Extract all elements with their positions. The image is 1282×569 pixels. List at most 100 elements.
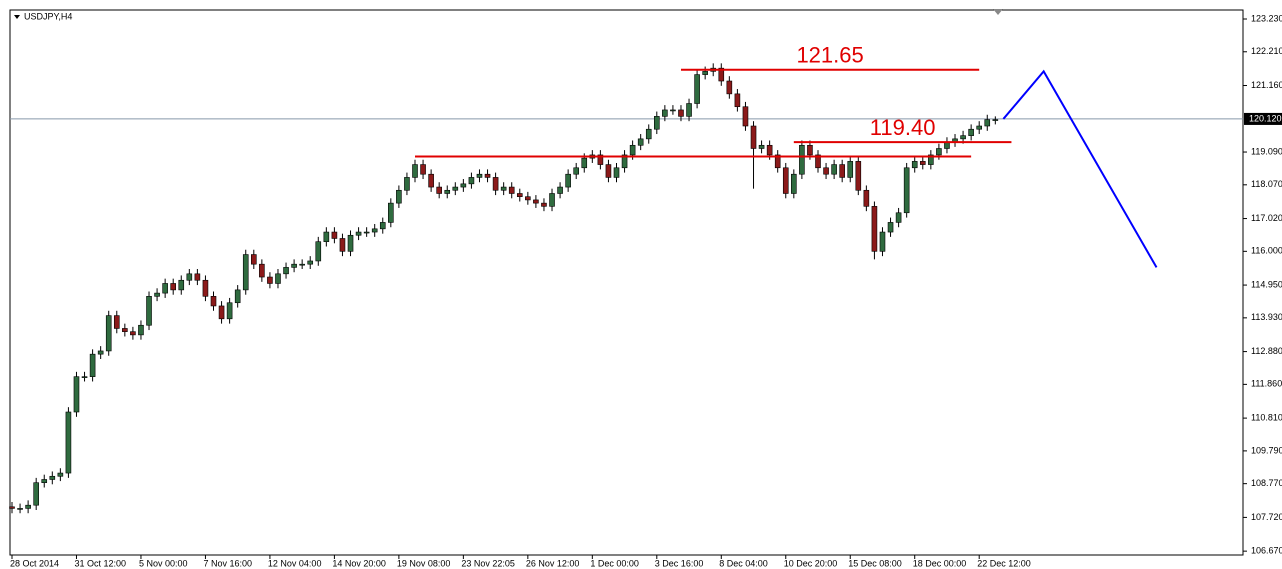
candle-body (992, 119, 999, 121)
candle-body (428, 173, 434, 188)
candle-body (750, 125, 757, 149)
candle-body (73, 376, 80, 413)
candle-body (565, 173, 571, 188)
candle-body (653, 116, 660, 130)
y-tick-label: 116.000 (1251, 246, 1282, 256)
candle-body (186, 273, 193, 281)
candle-body (122, 328, 128, 332)
candle-body (210, 296, 217, 307)
y-tick-label: 111.860 (1251, 379, 1282, 389)
candle-body (339, 238, 346, 252)
candle-body (815, 154, 821, 169)
candle-body (307, 260, 314, 265)
y-tick-label: 106.670 (1251, 546, 1282, 556)
candle-body (581, 157, 588, 169)
candle-body (371, 228, 378, 233)
candle-body (718, 67, 725, 82)
candle-body (807, 144, 813, 156)
y-tick-label: 122.210 (1251, 46, 1282, 56)
candle-body (791, 173, 797, 194)
candle-body (831, 164, 837, 175)
x-tick-label: 8 Dec 04:00 (719, 558, 768, 568)
x-tick-label: 12 Nov 04:00 (268, 558, 322, 568)
candle-body (25, 504, 31, 509)
y-tick-label: 108.770 (1251, 478, 1282, 488)
x-tick-label: 1 Dec 00:00 (590, 558, 639, 568)
candle-body (97, 350, 104, 355)
y-tick-label: 121.160 (1251, 80, 1282, 90)
candle-body (734, 93, 741, 108)
x-tick-label: 23 Nov 22:05 (461, 558, 515, 568)
candle-body (259, 263, 265, 278)
candle-body (275, 273, 281, 284)
candle-body (774, 154, 781, 169)
candle-body (242, 254, 249, 291)
x-tick-label: 7 Nov 16:00 (203, 558, 252, 568)
candle-body (766, 144, 773, 156)
candle-body (839, 164, 845, 178)
candle-body (605, 164, 612, 178)
candle-body (758, 144, 765, 149)
candle-body (202, 279, 209, 297)
candle-body (895, 212, 902, 223)
candle-body (452, 186, 459, 191)
candle-body (742, 106, 749, 127)
level-label: 121.65 (796, 43, 863, 68)
plot-frame (9, 9, 1244, 556)
candle-body (89, 353, 96, 377)
candle-body (460, 183, 467, 188)
candle-body (388, 202, 394, 223)
candle-body (541, 202, 547, 207)
candle-body (984, 119, 991, 127)
candle-body (928, 154, 934, 165)
candle-body (484, 173, 491, 178)
candle-body (678, 109, 684, 117)
candle-body (702, 71, 708, 75)
candle-body (404, 177, 410, 191)
candle-body (331, 231, 338, 239)
symbol-menu[interactable] (14, 15, 20, 19)
candle-body (226, 302, 233, 320)
y-tick-label: 112.880 (1251, 346, 1282, 356)
candle-body (508, 186, 515, 194)
candle-body (621, 154, 628, 169)
candle-body (686, 103, 692, 117)
candle-body (355, 231, 362, 236)
y-tick-label: 109.790 (1251, 445, 1282, 455)
candle-body (291, 263, 297, 268)
candle-body (396, 189, 402, 204)
candle-body (549, 193, 555, 207)
candle-body (629, 144, 636, 156)
x-tick-label: 18 Dec 00:00 (913, 558, 967, 568)
candle-body (162, 283, 168, 294)
y-tick-label: 119.090 (1251, 146, 1282, 156)
candle-body (194, 273, 201, 281)
current-price-box (1244, 112, 1282, 125)
candle-body (960, 135, 966, 140)
candle-body (138, 324, 144, 336)
candle-body (65, 411, 72, 474)
candle-body (323, 231, 330, 242)
candle-body (154, 292, 160, 297)
x-tick-label: 26 Nov 12:00 (526, 558, 580, 568)
x-tick-label: 3 Dec 16:00 (655, 558, 704, 568)
candle-body (976, 125, 983, 130)
candle-body (597, 154, 604, 165)
candle-body (911, 161, 918, 169)
candle-body (315, 241, 322, 262)
candle-body (17, 508, 23, 510)
y-tick-label: 123.230 (1251, 13, 1282, 23)
candle-body (379, 222, 386, 230)
candle-body (500, 186, 507, 191)
x-tick-label: 15 Dec 08:00 (848, 558, 902, 568)
symbol-title: USDJPY,H4 (24, 11, 72, 21)
x-tick-label: 28 Oct 2014 (10, 558, 59, 568)
candle-body (412, 164, 418, 178)
candle-body (81, 376, 88, 378)
candle-body (347, 234, 354, 252)
y-tick-label: 110.810 (1251, 412, 1282, 422)
candle-body (33, 482, 39, 506)
candle-body (113, 315, 120, 329)
candle-body (444, 189, 451, 194)
